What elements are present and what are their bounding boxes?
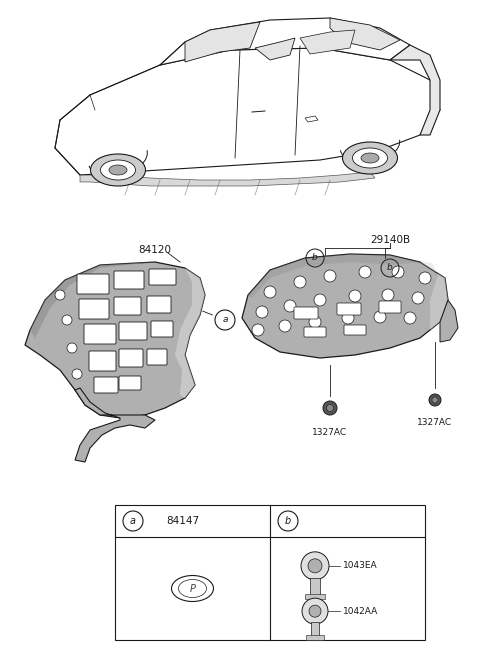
Ellipse shape <box>301 552 329 580</box>
Circle shape <box>62 315 72 325</box>
Circle shape <box>349 290 361 302</box>
Polygon shape <box>185 22 260 62</box>
Ellipse shape <box>171 575 214 602</box>
Ellipse shape <box>323 401 337 415</box>
Circle shape <box>412 292 424 304</box>
FancyBboxPatch shape <box>89 351 116 371</box>
Bar <box>115 505 425 640</box>
Polygon shape <box>160 18 410 65</box>
Polygon shape <box>75 388 155 462</box>
Polygon shape <box>300 30 355 54</box>
Circle shape <box>404 312 416 324</box>
Polygon shape <box>305 116 318 122</box>
FancyBboxPatch shape <box>77 274 109 294</box>
Text: 1042AA: 1042AA <box>343 607 378 616</box>
Circle shape <box>392 266 404 278</box>
Circle shape <box>284 300 296 312</box>
Polygon shape <box>390 45 440 135</box>
Circle shape <box>294 276 306 288</box>
Text: 1043EA: 1043EA <box>343 562 378 570</box>
Polygon shape <box>420 262 448 330</box>
Ellipse shape <box>308 559 322 573</box>
Text: 84147: 84147 <box>167 516 200 526</box>
FancyBboxPatch shape <box>149 269 176 285</box>
Polygon shape <box>440 300 458 342</box>
Polygon shape <box>25 262 205 418</box>
FancyBboxPatch shape <box>294 307 318 319</box>
Circle shape <box>67 343 77 353</box>
FancyBboxPatch shape <box>151 321 173 337</box>
Circle shape <box>252 324 264 336</box>
FancyBboxPatch shape <box>94 377 118 393</box>
Ellipse shape <box>309 605 321 617</box>
Ellipse shape <box>100 160 135 180</box>
Polygon shape <box>242 254 448 358</box>
FancyBboxPatch shape <box>114 297 141 315</box>
Text: P: P <box>190 583 195 594</box>
FancyBboxPatch shape <box>114 271 144 289</box>
Ellipse shape <box>326 405 334 411</box>
FancyBboxPatch shape <box>119 376 141 390</box>
Polygon shape <box>55 48 440 175</box>
Bar <box>306 635 324 640</box>
Polygon shape <box>80 172 375 186</box>
FancyBboxPatch shape <box>84 324 116 344</box>
Ellipse shape <box>343 142 397 174</box>
Ellipse shape <box>429 394 441 406</box>
Polygon shape <box>175 268 205 398</box>
Ellipse shape <box>91 154 145 186</box>
Circle shape <box>382 289 394 301</box>
Ellipse shape <box>302 598 328 624</box>
Ellipse shape <box>432 397 438 403</box>
Circle shape <box>264 286 276 298</box>
Bar <box>311 622 319 637</box>
Text: 1327AC: 1327AC <box>418 418 453 427</box>
Text: b: b <box>312 253 318 262</box>
FancyBboxPatch shape <box>147 349 167 365</box>
Text: b: b <box>387 264 393 272</box>
Ellipse shape <box>109 165 127 175</box>
Circle shape <box>342 312 354 324</box>
Polygon shape <box>255 38 295 60</box>
Ellipse shape <box>361 153 379 163</box>
Circle shape <box>359 266 371 278</box>
Bar <box>305 594 325 599</box>
FancyBboxPatch shape <box>119 322 147 340</box>
Circle shape <box>279 320 291 332</box>
FancyBboxPatch shape <box>119 349 143 367</box>
Circle shape <box>72 369 82 379</box>
Text: 29140B: 29140B <box>370 235 410 245</box>
Circle shape <box>374 311 386 323</box>
FancyBboxPatch shape <box>147 296 171 313</box>
Circle shape <box>419 272 431 284</box>
Ellipse shape <box>179 579 206 598</box>
Text: 1327AC: 1327AC <box>312 428 348 437</box>
Circle shape <box>55 290 65 300</box>
FancyBboxPatch shape <box>379 301 401 313</box>
Circle shape <box>309 316 321 328</box>
Polygon shape <box>248 254 420 298</box>
Ellipse shape <box>352 148 387 168</box>
FancyBboxPatch shape <box>79 299 109 319</box>
FancyBboxPatch shape <box>344 325 366 335</box>
Polygon shape <box>30 262 155 338</box>
Polygon shape <box>330 18 400 50</box>
Text: 84120: 84120 <box>139 245 171 255</box>
Text: b: b <box>285 516 291 526</box>
Text: a: a <box>130 516 136 526</box>
Circle shape <box>256 306 268 318</box>
Bar <box>310 578 320 596</box>
Circle shape <box>314 294 326 306</box>
FancyBboxPatch shape <box>337 303 361 315</box>
Text: a: a <box>222 316 228 325</box>
FancyBboxPatch shape <box>304 327 326 337</box>
Circle shape <box>324 270 336 282</box>
